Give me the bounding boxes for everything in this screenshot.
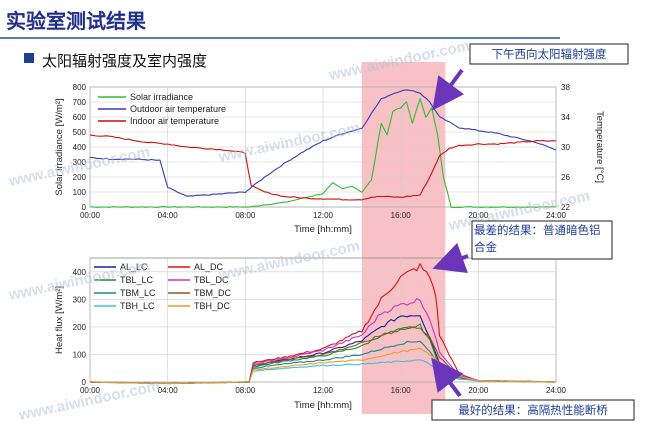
top-ytick-label: 100 <box>73 188 87 197</box>
callout-worst: 最差的结果：普通暗色铝合金 <box>432 220 613 273</box>
bottom-ytick-label: 200 <box>73 323 87 332</box>
watermark-text-7: www.aiwindoor.com <box>16 377 161 424</box>
callout-worst-box <box>471 220 613 260</box>
bottom-xtick-label: 16:00 <box>391 386 412 395</box>
bottom-legend-label: AL_LC <box>120 262 148 272</box>
bottom-xtick-label: 00:00 <box>80 386 101 395</box>
bottom-xlabel: Time [hh:mm] <box>294 400 352 411</box>
top-ytick-label: 800 <box>73 83 87 92</box>
solar-temperature-chart: 0 100 200 300 400 500 600 700 800 00:00 04:00 08:00… <box>54 83 605 235</box>
top-legend-label: Solar irradiance <box>130 92 193 102</box>
subtitle-bullet-icon <box>24 53 34 63</box>
heat-flux-chart: 0 100 200 300 400 00:00 04:00 08:00 12:00 16:00 20… <box>54 257 567 411</box>
top-ytick-label: 400 <box>73 143 87 152</box>
top-y2tick-label: 30 <box>561 143 570 152</box>
bottom-xtick-label: 20:00 <box>468 386 489 395</box>
bottom-legend-label: AL_DC <box>194 262 224 272</box>
callout-top: 下午西向太阳辐射强度 <box>432 43 629 111</box>
bottom-legend-label: TBL_LC <box>120 275 154 285</box>
callout-best-box <box>431 399 635 421</box>
top-series-outdoor-air-temperature <box>89 89 557 197</box>
top-series-indoor-air-temperature <box>89 134 557 201</box>
bottom-ytick-label: 0 <box>82 378 87 387</box>
callout-best-arrow <box>431 357 464 398</box>
bottom-xtick-label: 12:00 <box>313 386 334 395</box>
slide-title: 实验室测试结果 <box>6 9 146 33</box>
slide-subtitle: 太阳辐射强度及室内强度 <box>42 52 207 70</box>
top-ytick-label: 700 <box>73 98 87 107</box>
top-legend-label: Outdoor air temperature <box>130 104 226 114</box>
bottom-ytick-label: 100 <box>73 350 87 359</box>
watermark-text-3: www.aiwindoor.com <box>216 119 361 166</box>
bottom-series-tbh-dc <box>89 347 557 385</box>
top-xtick-label: 16:00 <box>391 211 412 220</box>
top-ytick-label: 500 <box>73 128 87 137</box>
top-xtick-label: 12:00 <box>313 211 334 220</box>
top-series-solar-irradiance <box>89 98 557 208</box>
bottom-legend-label: TBH_LC <box>120 301 155 311</box>
bottom-legend-label: TBM_DC <box>194 288 232 298</box>
bottom-legend-label: TBH_DC <box>194 301 231 311</box>
callout-top-arrow <box>432 68 465 111</box>
top-xtick-label: 04:00 <box>158 211 179 220</box>
top-ytick-label: 0 <box>82 203 87 212</box>
bottom-xtick-label: 08:00 <box>235 386 256 395</box>
bottom-legend-label: TBM_LC <box>120 288 156 298</box>
callout-worst-text: 最差的结果：普通暗色铝合金 <box>474 223 601 254</box>
bottom-legend-label: TBL_DC <box>194 275 229 285</box>
bottom-ytick-label: 300 <box>73 295 87 304</box>
top-xtick-label: 20:00 <box>468 211 489 220</box>
bottom-ytick-label: 400 <box>73 268 87 277</box>
callout-best-text: 最好的结果：高隔热性能断桥 <box>458 403 608 417</box>
top-legend-label: Indoor air temperature <box>130 116 219 126</box>
bottom-xtick-label: 04:00 <box>158 386 179 395</box>
watermark-text-5: www.aiwindoor.com <box>216 237 361 284</box>
callout-best: 最好的结果：高隔热性能断桥 <box>431 357 635 421</box>
top-y2tick-label: 26 <box>561 173 570 182</box>
top-xtick-label: 24:00 <box>546 211 567 220</box>
top-ytick-label: 600 <box>73 113 87 122</box>
top-ytick-label: 300 <box>73 158 87 167</box>
top-y2tick-label: 34 <box>561 113 570 122</box>
callout-top-text: 下午西向太阳辐射强度 <box>492 47 607 61</box>
bottom-xtick-label: 24:00 <box>546 386 567 395</box>
top-y2tick-label: 38 <box>561 83 570 92</box>
top-ytick-label: 200 <box>73 173 87 182</box>
bottom-ylabel: Heat flux [W/m²] <box>54 286 65 354</box>
top-y2label: Temperature [°C] <box>594 111 605 183</box>
top-xtick-label: 08:00 <box>235 211 256 220</box>
top-y2tick-label: 22 <box>561 203 570 212</box>
callout-top-box <box>469 43 629 65</box>
top-xtick-label: 00:00 <box>80 211 101 220</box>
top-xlabel: Time [hh:mm] <box>294 224 352 235</box>
callout-worst-arrow <box>432 242 469 273</box>
top-ylabel: Solar irradiance [W/m²] <box>54 98 65 195</box>
